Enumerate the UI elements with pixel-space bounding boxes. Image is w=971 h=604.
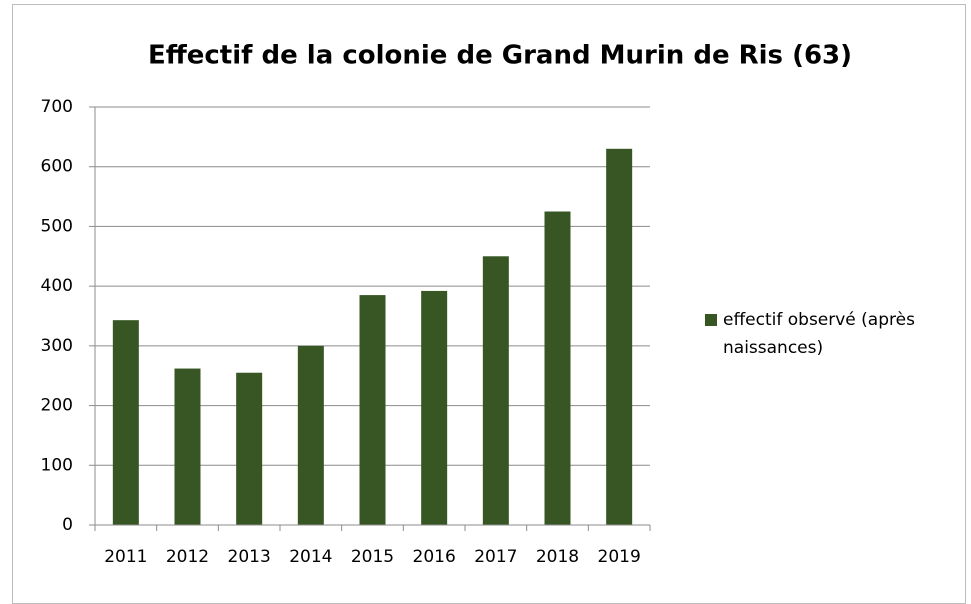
x-tick-label: 2017 [474, 547, 517, 567]
bar [236, 373, 262, 525]
x-tick-label: 2012 [166, 547, 209, 567]
bar [545, 212, 571, 526]
chart: Effectif de la colonie de Grand Murin de… [0, 0, 971, 587]
x-tick-label: 2019 [598, 547, 641, 567]
x-tick-label: 2015 [351, 547, 394, 567]
bar [483, 256, 509, 525]
bar [360, 295, 386, 525]
chart-title: Effectif de la colonie de Grand Murin de… [148, 41, 852, 71]
y-tick-label: 200 [41, 396, 73, 416]
y-tick-label: 100 [41, 455, 73, 475]
x-tick-label: 2014 [289, 547, 332, 567]
bar [175, 369, 201, 525]
x-tick-label: 2018 [536, 547, 579, 567]
y-tick-label: 600 [41, 157, 73, 177]
bar [421, 291, 447, 525]
y-tick-label: 700 [41, 97, 73, 117]
x-tick-label: 2016 [413, 547, 456, 567]
y-tick-label: 400 [41, 276, 73, 296]
x-tick-label: 2013 [228, 547, 271, 567]
legend-swatch [705, 314, 717, 326]
legend: effectif observé (après naissances) [705, 306, 945, 362]
bar [298, 346, 324, 525]
bar [113, 320, 139, 525]
y-tick-label: 0 [62, 515, 73, 535]
x-tick-label: 2011 [104, 547, 147, 567]
y-tick-label: 500 [41, 216, 73, 236]
legend-label: effectif observé (après naissances) [723, 306, 945, 362]
bar [606, 149, 632, 525]
page: {"chart_data": {"type": "bar", "title": … [0, 0, 971, 587]
y-tick-label: 300 [41, 336, 73, 356]
